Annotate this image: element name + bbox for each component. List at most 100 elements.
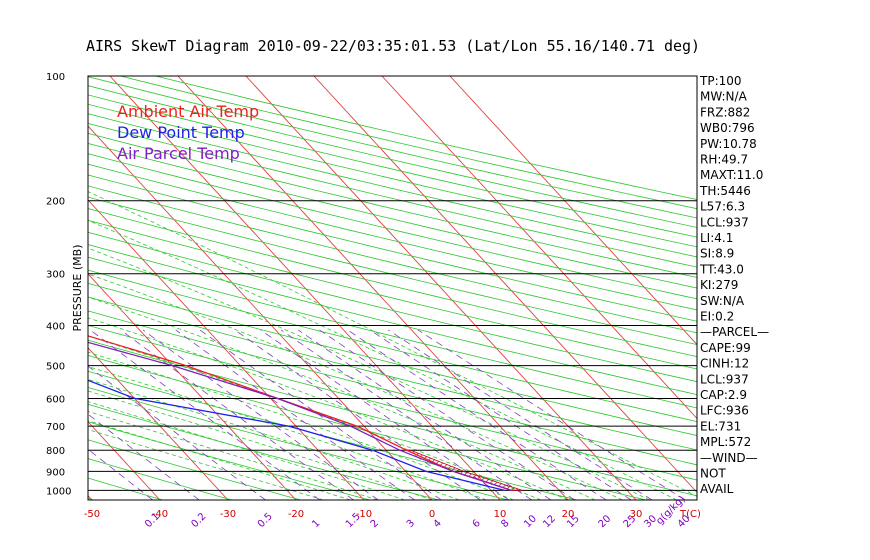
isotherm-line bbox=[449, 76, 697, 346]
bottom-temp-tick-label: 0 bbox=[429, 509, 435, 520]
index-entry: FRZ:882 bbox=[700, 105, 750, 119]
pressure-tick-label: 100 bbox=[46, 72, 65, 83]
ambient-air-temp-line bbox=[88, 335, 512, 492]
mixing-ratio-line bbox=[347, 329, 607, 500]
legend: Ambient Air Temp Dew Point Temp Air Parcel… bbox=[117, 102, 259, 163]
mixing-ratio-label: 0.5 bbox=[256, 511, 275, 530]
dew-point-temp-line bbox=[88, 379, 505, 492]
mixing-ratio-line bbox=[297, 329, 552, 500]
moist-adiabat-line bbox=[88, 273, 623, 500]
index-entry: KI:279 bbox=[700, 278, 738, 292]
pressure-tick-label: 800 bbox=[46, 446, 65, 457]
dry-adiabat-line bbox=[88, 282, 697, 437]
bottom-temp-tick-label: -30 bbox=[220, 509, 236, 520]
bottom-temp-tick-label: -50 bbox=[84, 509, 100, 520]
mixing-ratio-line bbox=[88, 365, 266, 500]
plot-frame bbox=[87, 75, 698, 501]
moist-adiabat-line bbox=[88, 420, 351, 500]
bottom-temp-tick-label: 10 bbox=[494, 509, 507, 520]
dry-adiabat-line bbox=[88, 256, 697, 409]
mixing-ratio-label: 0.2 bbox=[189, 511, 208, 530]
index-entry: RH:49.7 bbox=[700, 153, 748, 167]
mixing-ratio-line bbox=[280, 329, 533, 500]
mixing-ratio-line bbox=[175, 329, 415, 500]
air-parcel-temp-line bbox=[88, 341, 512, 492]
dry-adiabat-line bbox=[88, 269, 697, 423]
moist-adiabat-line bbox=[88, 317, 569, 500]
chart-title: AIRS SkewT Diagram 2010-09-22/03:35:01.5… bbox=[86, 37, 700, 55]
dry-adiabat-line bbox=[88, 208, 697, 358]
mixing-ratio-line bbox=[388, 329, 653, 500]
dry-adiabat-line bbox=[88, 219, 697, 370]
index-entry: TH:5446 bbox=[699, 184, 751, 198]
index-entry: LI:4.1 bbox=[700, 231, 733, 245]
pressure-tick-labels: 100 200 300 400 500 600 700 800 900 1000 bbox=[46, 72, 71, 497]
dry-adiabat-line bbox=[88, 185, 697, 334]
mixing-ratio-line bbox=[89, 329, 321, 500]
dry-adiabat-line bbox=[88, 244, 697, 396]
index-entry: EI:0.2 bbox=[700, 310, 734, 324]
isotherm-line bbox=[313, 76, 697, 494]
mixing-ratio-line bbox=[88, 448, 153, 500]
dry-adiabat-line bbox=[88, 123, 697, 268]
mixing-ratio-label: 20 bbox=[597, 513, 614, 530]
moist-adiabat-lines bbox=[88, 191, 697, 500]
bottom-temperature-tick-labels: -50 -40 -30 -20 -10 0 10 20 30 bbox=[84, 509, 643, 520]
moist-adiabat-line bbox=[88, 390, 433, 500]
mixing-ratio-lines bbox=[88, 329, 686, 500]
dry-adiabat-line bbox=[88, 310, 697, 466]
index-entry: MPL:572 bbox=[700, 435, 751, 449]
isotherm-line bbox=[0, 76, 24, 500]
mixing-ratio-line bbox=[120, 329, 354, 500]
index-entry: —WIND— bbox=[700, 451, 758, 465]
index-entry: —PARCEL— bbox=[700, 325, 769, 339]
index-entry: CINH:12 bbox=[700, 357, 749, 371]
index-entry: L57:6.3 bbox=[700, 200, 745, 214]
dry-adiabat-line bbox=[155, 76, 697, 200]
index-entry: WB0:796 bbox=[700, 121, 755, 135]
index-entry: SI:8.9 bbox=[700, 247, 734, 261]
mixing-ratio-label: 3 bbox=[405, 518, 417, 530]
isotherm-line bbox=[245, 76, 637, 500]
moist-adiabat-line bbox=[88, 191, 697, 497]
mixing-ratio-line bbox=[417, 329, 686, 500]
index-entry: MW:N/A bbox=[700, 90, 748, 104]
mixing-ratio-label: 2 bbox=[369, 518, 381, 530]
index-entry: PW:10.78 bbox=[700, 137, 757, 151]
bottom-temp-tick-label: -40 bbox=[152, 509, 168, 520]
pressure-tick-label: 600 bbox=[46, 394, 65, 405]
index-entry: LCL:937 bbox=[700, 372, 749, 386]
pressure-tick-label: 900 bbox=[46, 467, 65, 478]
dry-adiabat-line bbox=[88, 196, 697, 346]
mixing-ratio-label: 10 bbox=[522, 513, 539, 530]
dry-adiabat-line bbox=[0, 76, 27, 501]
index-entry: LCL:937 bbox=[700, 215, 749, 229]
moist-adiabat-line bbox=[88, 219, 677, 500]
dry-adiabat-line bbox=[88, 231, 697, 383]
index-entry: MAXT:11.0 bbox=[700, 168, 763, 182]
pressure-tick-label: 700 bbox=[46, 422, 65, 433]
isotherm-line bbox=[88, 347, 229, 500]
pressure-tick-label: 400 bbox=[46, 321, 65, 332]
bottom-temp-tick-label: -10 bbox=[356, 509, 372, 520]
dry-adiabat-line bbox=[88, 296, 697, 451]
mixing-ratio-label: 8 bbox=[499, 518, 511, 530]
bottom-temp-tick-label: -20 bbox=[288, 509, 304, 520]
dry-adiabat-line bbox=[88, 113, 697, 258]
index-entry: AVAIL bbox=[700, 482, 734, 496]
pressure-tick-label: 200 bbox=[46, 197, 65, 208]
sounding-series bbox=[88, 335, 512, 492]
y-axis-label: PRESSURE (MB) bbox=[71, 245, 84, 332]
dry-adiabat-line bbox=[88, 143, 697, 289]
pressure-tick-label: 500 bbox=[46, 362, 65, 373]
legend-entry: Air Parcel Temp bbox=[117, 144, 240, 163]
mixing-ratio-line bbox=[319, 329, 575, 500]
mixing-ratio-line bbox=[142, 329, 379, 500]
index-entry: CAP:2.9 bbox=[700, 388, 747, 402]
mixing-ratio-label: 1 bbox=[310, 518, 322, 530]
legend-entry: Ambient Air Temp bbox=[117, 102, 259, 121]
moist-adiabat-line bbox=[88, 378, 460, 500]
mixing-ratio-line bbox=[234, 329, 481, 500]
pressure-tick-label: 1000 bbox=[46, 486, 71, 497]
dry-adiabat-line bbox=[88, 132, 697, 278]
